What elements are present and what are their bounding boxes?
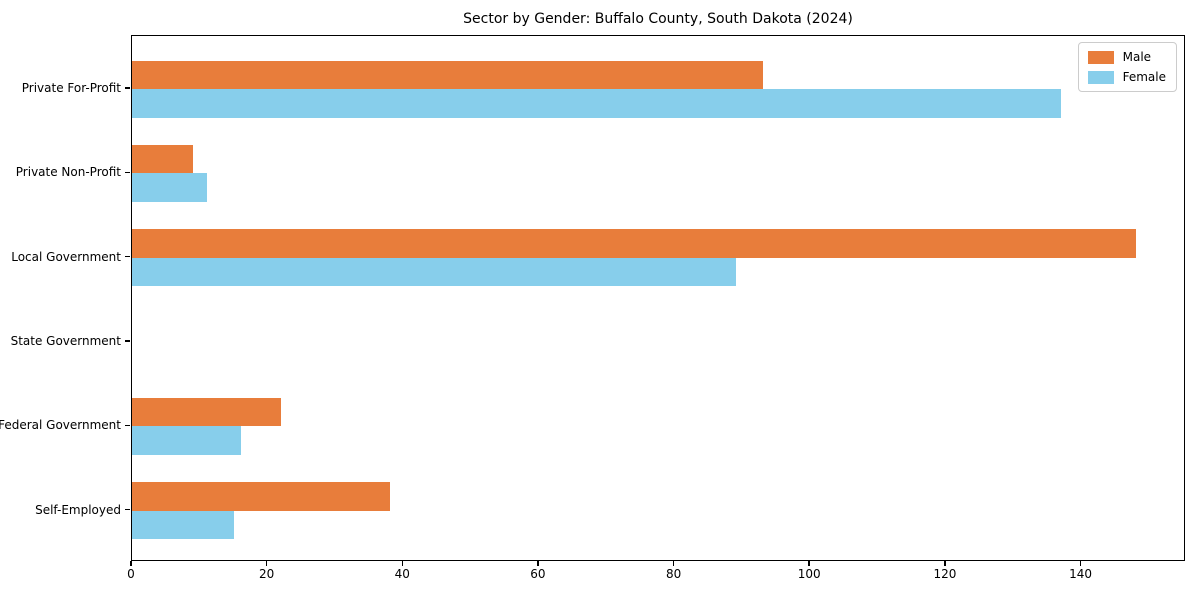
bar-female-local-government (132, 257, 736, 287)
bar-female-private-non-profit (132, 173, 207, 202)
y-tick-mark (125, 87, 130, 89)
x-tick-mark (537, 561, 539, 566)
y-tick-label-federal-government: Federal Government (0, 418, 121, 433)
bar-male-self-employed (132, 482, 390, 511)
y-tick-mark (125, 255, 130, 258)
bar-female-federal-government (132, 426, 241, 455)
legend-label-female: Female (1122, 70, 1166, 84)
y-tick-label-self-employed: Self-Employed (35, 502, 121, 517)
y-tick-label-private-for-profit: Private For-Profit (21, 81, 121, 95)
bar-male-local-government (132, 229, 1136, 258)
x-tick-label: 0 (127, 567, 135, 581)
x-tick-mark (944, 561, 946, 566)
bar-male-federal-government (132, 397, 282, 427)
x-tick-label: 120 (933, 567, 957, 581)
y-tick-mark (125, 340, 130, 342)
x-tick-mark (130, 561, 132, 566)
bar-female-private-for-profit (132, 89, 1062, 118)
x-tick-label: 60 (530, 567, 546, 581)
legend-label-male: Male (1122, 50, 1152, 64)
legend-item-female: Female (1087, 70, 1166, 84)
legend: Male Female (1077, 42, 1177, 92)
x-tick-label: 20 (259, 567, 275, 581)
x-tick-label: 80 (665, 567, 682, 581)
x-tick-mark (401, 561, 404, 566)
x-tick-mark (672, 561, 675, 566)
y-tick-label-local-government: Local Government (11, 249, 121, 264)
x-tick-mark (265, 561, 268, 566)
bar-male-private-non-profit (132, 144, 194, 174)
plot-area: Male Female (131, 35, 1185, 561)
legend-item-male: Male (1087, 50, 1166, 64)
x-tick-mark (808, 561, 810, 566)
x-tick-label: 100 (797, 567, 821, 581)
x-tick-label: 40 (394, 567, 410, 581)
x-tick-mark (1079, 561, 1082, 566)
y-tick-mark (125, 424, 130, 427)
bar-male-private-for-profit (132, 60, 763, 89)
y-tick-mark (125, 171, 130, 174)
y-tick-label-private-non-profit: Private Non-Profit (15, 165, 121, 180)
y-tick-label-state-government: State Government (10, 333, 121, 348)
legend-swatch-female (1087, 70, 1114, 84)
chart-title: Sector by Gender: Buffalo County, South … (463, 11, 853, 27)
y-tick-mark (125, 508, 130, 511)
x-tick-label: 140 (1069, 567, 1092, 581)
bar-female-self-employed (132, 510, 234, 540)
legend-swatch-male (1087, 50, 1114, 64)
